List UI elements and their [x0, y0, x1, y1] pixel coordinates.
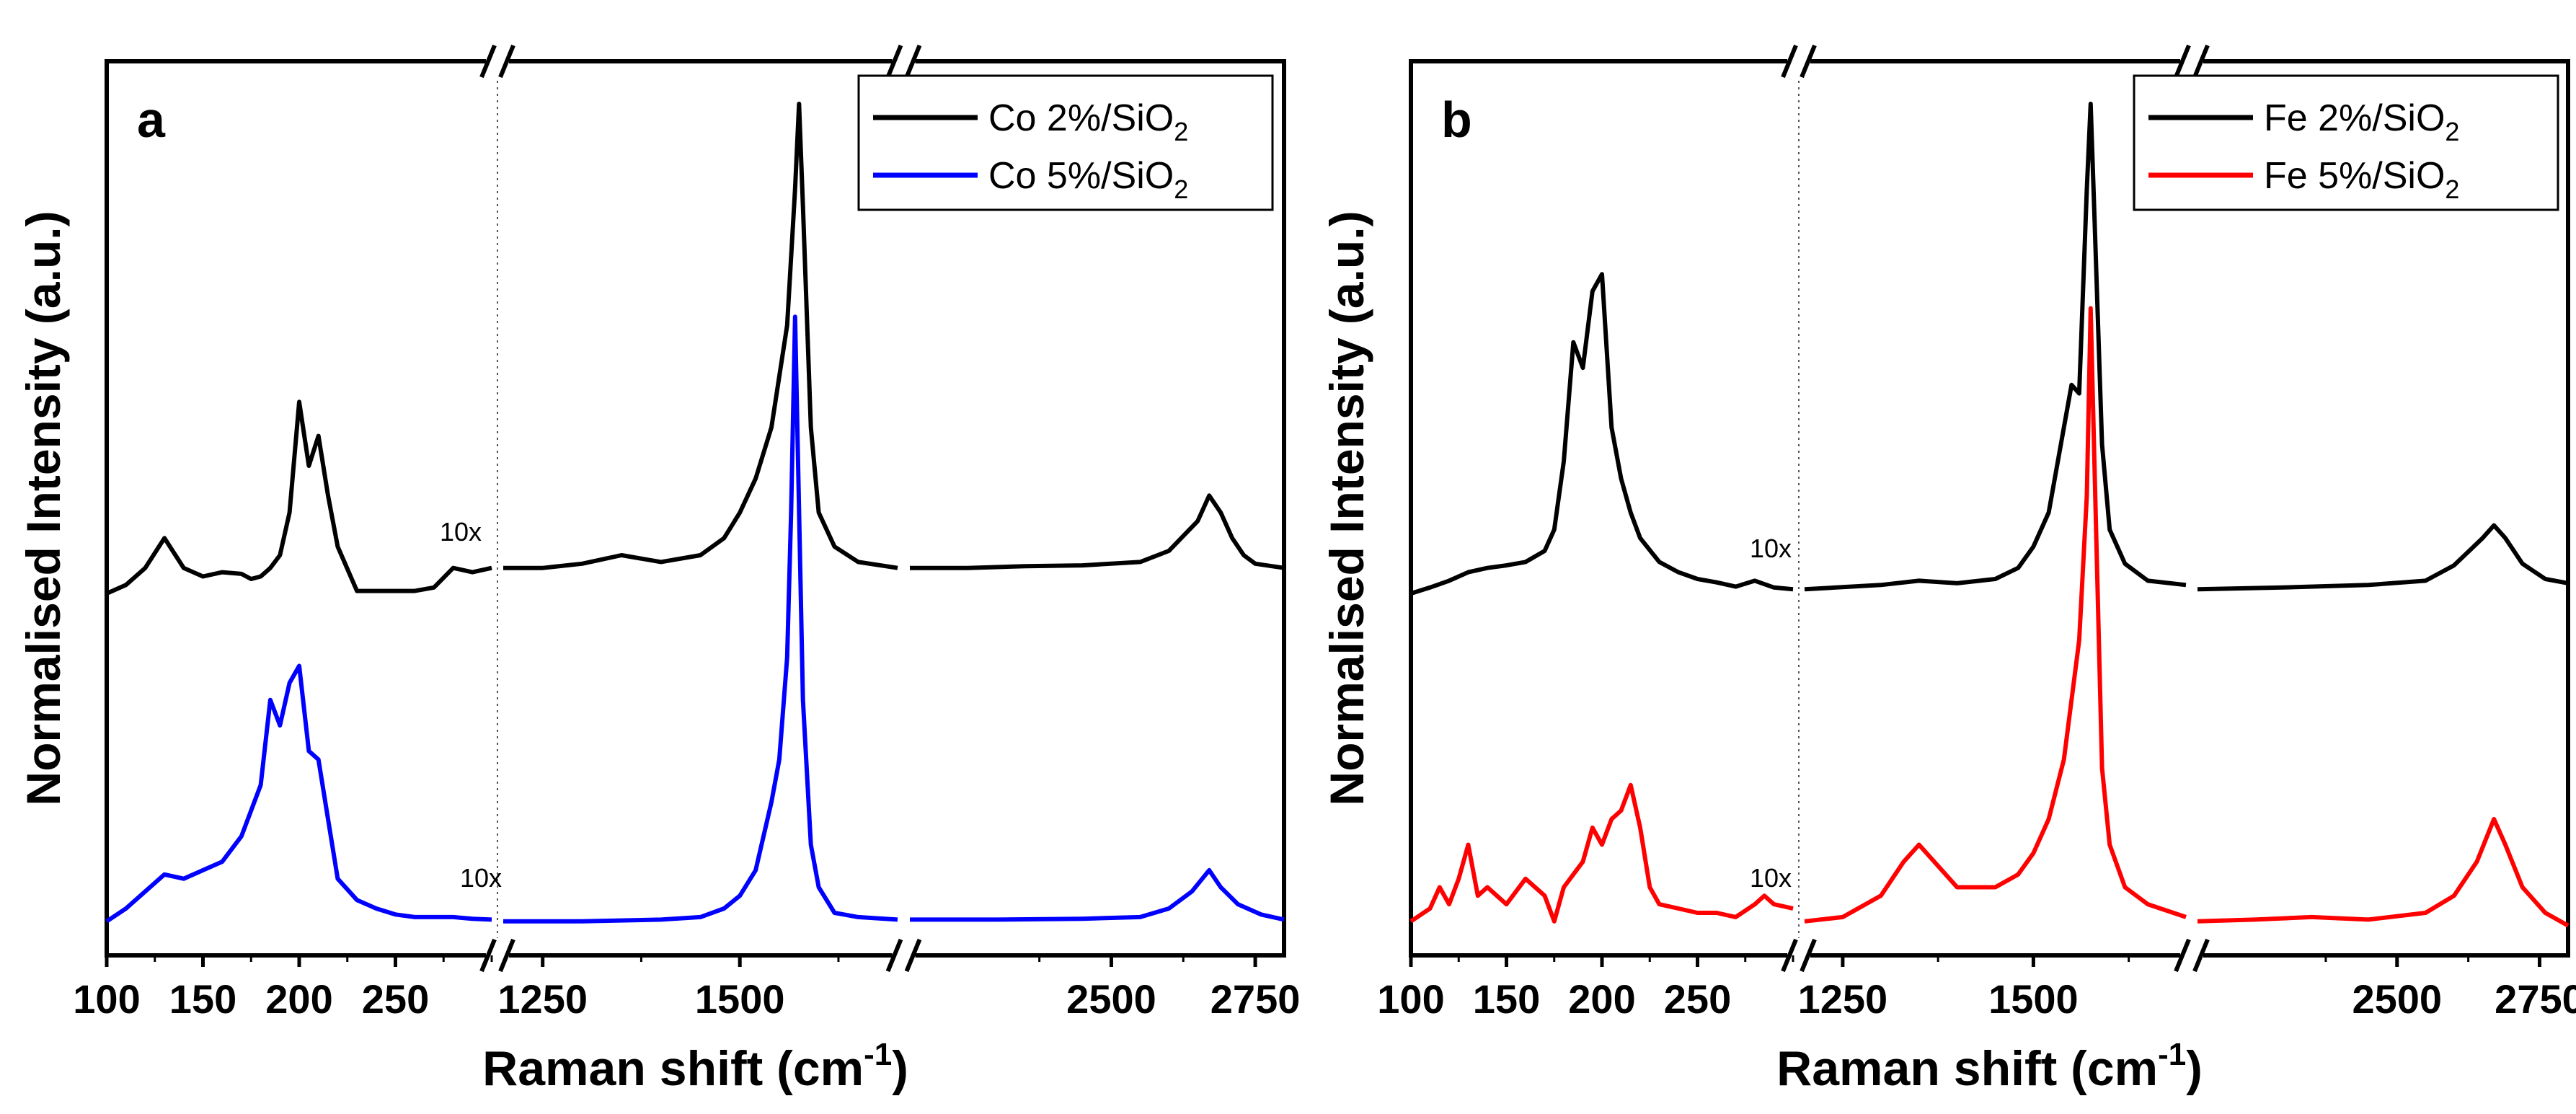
x-tick-label: 1250: [497, 976, 588, 1022]
bottom-axis-break-mark: [1781, 938, 1798, 973]
legend: Fe 2%/SiO2 Fe 5%/SiO2: [2133, 74, 2559, 211]
panel-label: a: [137, 92, 166, 148]
series-line-1: [503, 102, 898, 570]
series-line-1: [105, 399, 492, 596]
top-axis-break-mark: [1781, 44, 1798, 79]
bottom-axis-break-mark: [1800, 938, 1817, 973]
bottom-axis-break-mark: [2192, 938, 2210, 973]
bottom-axis-break-mark: [885, 938, 903, 973]
top-axis-break-mark: [904, 44, 922, 79]
bottom-axis-break-mark: [904, 938, 922, 973]
series-line-2: [503, 314, 898, 924]
x-axis-label: Raman shift (cm-1): [482, 1037, 908, 1096]
x-tick-label: 250: [362, 976, 429, 1022]
series-line-1: [2197, 523, 2569, 592]
panel-label: b: [1441, 92, 1472, 148]
x-tick-label: 2750: [1210, 976, 1301, 1022]
x-tick-label: 150: [1473, 976, 1540, 1022]
x-tick-label: 250: [1664, 976, 1731, 1022]
x-axis-label: Raman shift (cm-1): [1776, 1037, 2203, 1096]
bottom-axis-break-mark: [498, 938, 515, 973]
series-line-2: [910, 867, 1285, 922]
plot-frame: [105, 59, 1286, 958]
multiplier-label: 10x: [1750, 534, 1792, 563]
series-line-2: [2197, 817, 2570, 928]
legend-entry: Fe 5%/SiO2: [2264, 155, 2459, 204]
legend-box: [2133, 74, 2559, 211]
series-line-1: [910, 493, 1285, 570]
bottom-axis-break-mark: [2174, 938, 2191, 973]
x-tick-label: 1500: [695, 976, 785, 1022]
panel-a: 100 150 200 250 1250 1500 2500 2750 10x 10x a Norma…: [17, 44, 1300, 1096]
series-line-2: [105, 663, 492, 924]
multiplier-label: 10x: [440, 517, 482, 547]
x-tick-label: 2500: [2352, 976, 2442, 1022]
top-axis-break-mark: [479, 44, 497, 79]
top-axis-break-mark: [885, 44, 903, 79]
series-line-2: [1804, 306, 2187, 924]
x-tick-label: 1250: [1798, 976, 1888, 1022]
bottom-axis-break-mark: [479, 938, 497, 973]
series-line-1: [1410, 272, 1794, 596]
x-tick-label: 150: [169, 976, 236, 1022]
top-axis-break-mark: [1800, 44, 1817, 79]
x-tick-label: 1500: [1988, 976, 2079, 1022]
x-tick-label: 2500: [1066, 976, 1156, 1022]
legend-box: [857, 74, 1274, 211]
x-tick-label: 100: [73, 976, 140, 1022]
plot-frame: [1409, 59, 2570, 958]
multiplier-label: 10x: [460, 863, 502, 893]
legend-entry: Fe 2%/SiO2: [2264, 97, 2459, 146]
legend-entry: Co 2%/SiO2: [988, 97, 1188, 146]
series-line-2: [1409, 782, 1794, 924]
top-axis-break-mark: [498, 44, 515, 79]
legend: Co 2%/SiO2 Co 5%/SiO2: [857, 74, 1274, 211]
x-tick-label: 100: [1377, 976, 1444, 1022]
top-axis-break-mark: [2174, 44, 2191, 79]
y-axis-label: Normalised Intensity (a.u.): [17, 211, 70, 805]
top-axis-break-mark: [2192, 44, 2210, 79]
x-tick-label: 200: [265, 976, 332, 1022]
legend-entry: Co 5%/SiO2: [988, 155, 1188, 204]
panel-b: 100 150 200 250 1250 1500 2500 2750 10x 10x b Norma…: [1320, 44, 2576, 1096]
series-line-1: [1804, 102, 2187, 592]
x-tick-label: 200: [1568, 976, 1635, 1022]
multiplier-label: 10x: [1750, 863, 1792, 893]
y-axis-label: Normalised Intensity (a.u.): [1320, 211, 1373, 805]
x-tick-label: 2750: [2495, 976, 2576, 1022]
